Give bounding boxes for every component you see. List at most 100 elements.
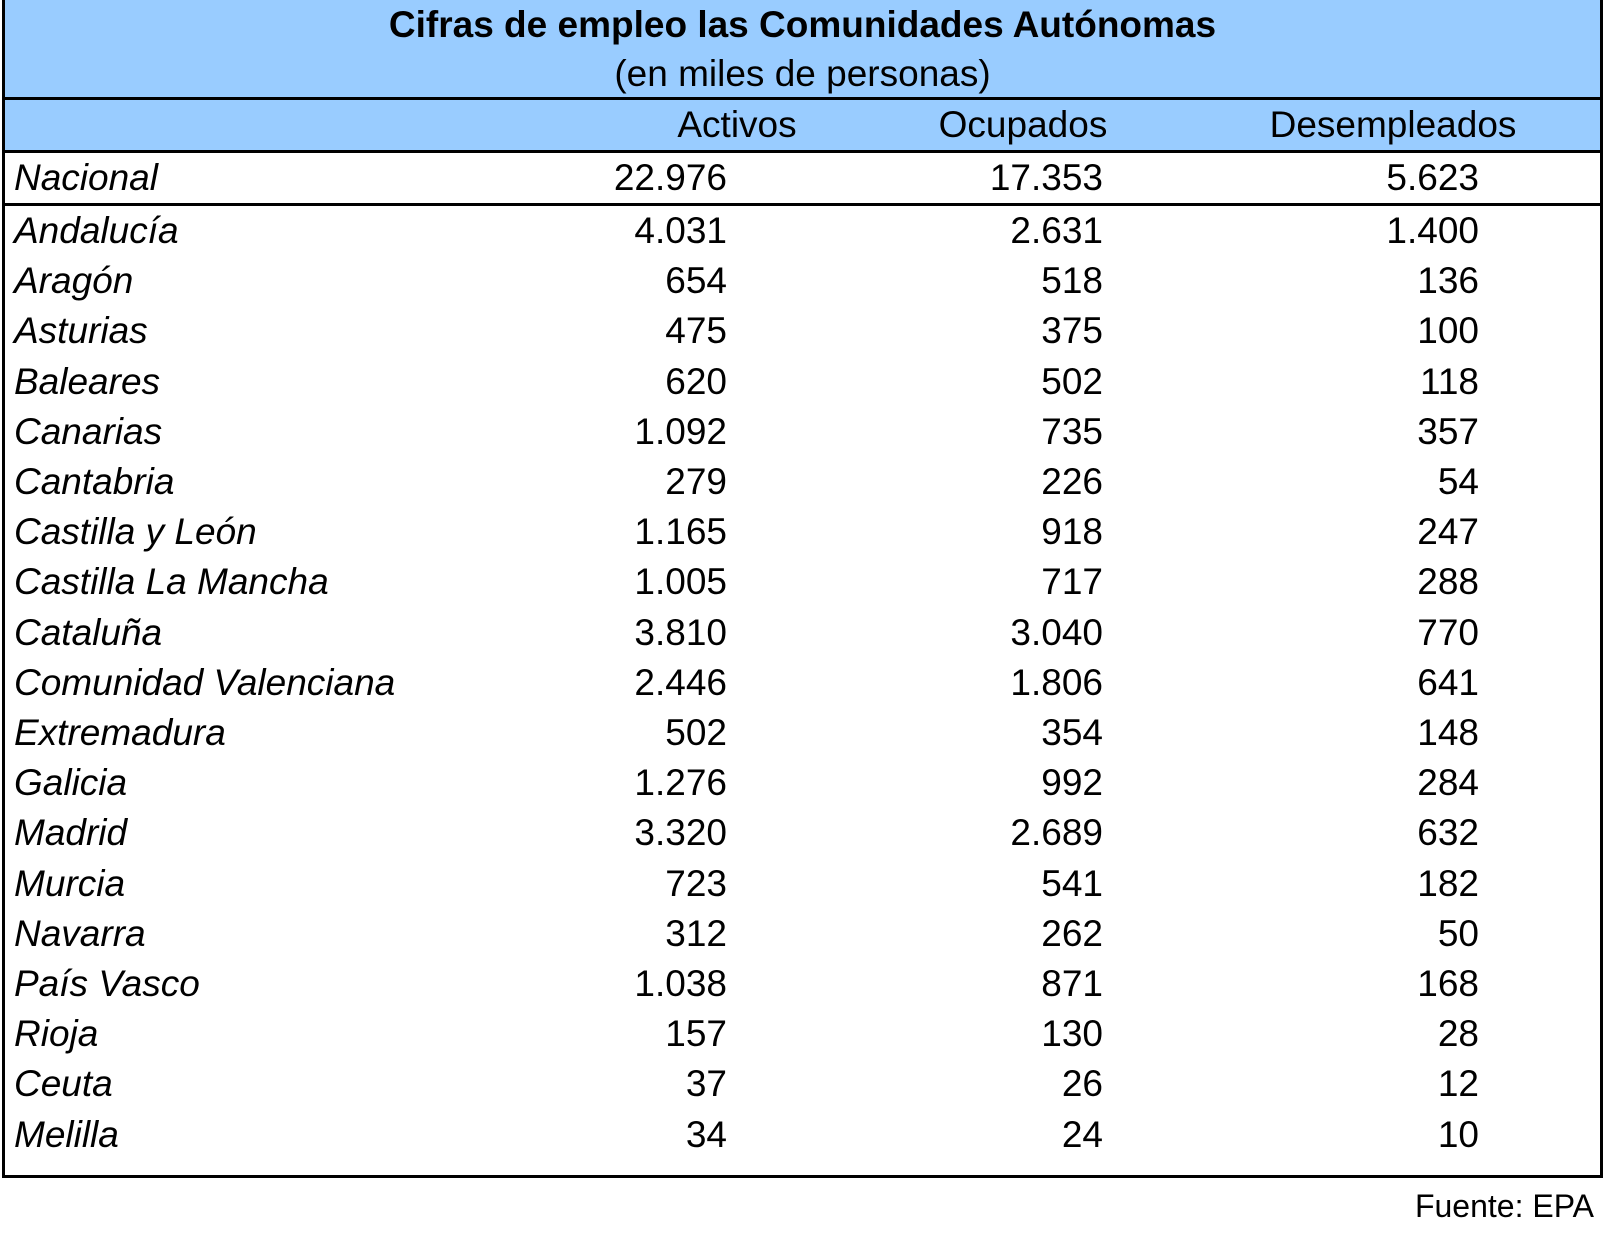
table-row: Ceuta 37 26 12	[5, 1059, 1600, 1110]
value-ocupados: 262	[1041, 912, 1103, 954]
value-activos: 3.810	[634, 611, 727, 653]
national-ocupados: 17.353	[989, 157, 1103, 198]
value-ocupados: 226	[1041, 461, 1103, 502]
value-activos: 1.092	[634, 410, 727, 452]
value-ocupados: 1.806	[1010, 661, 1103, 703]
value-activos: 279	[665, 461, 727, 502]
region-name: Rioja	[14, 1013, 99, 1055]
table-row: Comunidad Valenciana 2.446 1.806 641	[5, 658, 1600, 709]
value-desempleados: 50	[1437, 912, 1479, 954]
region-name: Navarra	[14, 912, 146, 954]
value-activos: 723	[665, 862, 727, 904]
national-activos: 22.976	[613, 157, 727, 198]
value-desempleados: 1.400	[1386, 210, 1479, 251]
value-desempleados: 118	[1420, 360, 1479, 402]
region-name: Castilla y León	[14, 511, 257, 553]
value-ocupados: 130	[1041, 1013, 1103, 1055]
value-desempleados: 100	[1417, 310, 1479, 352]
value-desempleados: 357	[1417, 410, 1479, 452]
table-row: Cantabria 279 226 54	[5, 457, 1600, 508]
value-ocupados: 26	[1061, 1063, 1103, 1105]
table-subtitle: (en miles de personas)	[614, 53, 991, 94]
table-row: Navarra 312 262 50	[5, 909, 1600, 960]
column-header-ocupados: Ocupados	[938, 104, 1108, 145]
value-ocupados: 992	[1041, 762, 1103, 804]
value-activos: 2.446	[634, 661, 727, 703]
value-ocupados: 24	[1061, 1113, 1103, 1155]
value-ocupados: 518	[1041, 260, 1103, 302]
value-desempleados: 28	[1437, 1013, 1479, 1055]
table-row: Asturias 475 375 100	[5, 306, 1600, 357]
value-ocupados: 3.040	[1010, 611, 1103, 653]
value-ocupados: 871	[1041, 963, 1103, 1004]
value-ocupados: 2.689	[1010, 812, 1103, 854]
value-desempleados: 770	[1417, 611, 1479, 653]
region-name: País Vasco	[14, 963, 200, 1004]
region-name: Ceuta	[14, 1063, 113, 1105]
value-desempleados: 632	[1417, 812, 1479, 854]
value-activos: 157	[665, 1013, 727, 1055]
value-ocupados: 2.631	[1010, 210, 1103, 251]
value-activos: 34	[685, 1113, 727, 1155]
value-desempleados: 247	[1417, 511, 1479, 553]
region-name: Murcia	[14, 862, 126, 904]
region-name: Castilla La Mancha	[14, 561, 329, 603]
column-header-activos: Activos	[677, 104, 797, 145]
value-activos: 4.031	[634, 210, 727, 251]
national-name: Nacional	[14, 157, 158, 198]
table-row: Extremadura 502 354 148	[5, 708, 1600, 759]
region-name: Cataluña	[14, 611, 163, 653]
value-desempleados: 12	[1437, 1063, 1479, 1105]
region-name: Aragón	[14, 260, 134, 302]
column-header-row: Activos Ocupados Desempleados	[5, 100, 1600, 153]
national-row: Nacional 22.976 17.353 5.623	[5, 153, 1600, 206]
value-desempleados: 284	[1417, 762, 1479, 804]
value-ocupados: 502	[1041, 360, 1103, 402]
value-ocupados: 375	[1041, 310, 1103, 352]
source-note: Fuente: EPA	[1414, 1188, 1594, 1224]
table-row: Canarias 1.092 735 357	[5, 407, 1600, 458]
region-name: Galicia	[14, 762, 128, 804]
value-activos: 1.038	[634, 963, 727, 1004]
national-desempleados: 5.623	[1386, 157, 1479, 198]
employment-table: Cifras de empleo las Comunidades Autónom…	[2, 0, 1603, 1178]
table-row: Castilla La Mancha 1.005 717 288	[5, 557, 1600, 608]
table-row: Baleares 620 502 118	[5, 357, 1600, 408]
value-activos: 1.005	[634, 561, 727, 603]
region-name: Extremadura	[14, 712, 226, 753]
value-activos: 3.320	[634, 812, 727, 854]
value-desempleados: 136	[1417, 260, 1479, 302]
region-name: Canarias	[14, 410, 163, 452]
value-desempleados: 10	[1437, 1113, 1479, 1155]
region-name: Andalucía	[14, 210, 179, 251]
value-desempleados: 168	[1417, 963, 1479, 1004]
value-ocupados: 717	[1041, 561, 1103, 603]
value-activos: 620	[665, 360, 727, 402]
table-row: Andalucía 4.031 2.631 1.400	[5, 206, 1600, 257]
value-desempleados: 148	[1417, 712, 1479, 753]
value-activos: 502	[665, 712, 727, 753]
value-ocupados: 918	[1041, 511, 1103, 553]
value-desempleados: 54	[1437, 461, 1479, 502]
table-row: Galicia 1.276 992 284	[5, 758, 1600, 809]
region-name: Melilla	[14, 1113, 119, 1155]
value-activos: 312	[665, 912, 727, 954]
region-name: Cantabria	[14, 461, 175, 502]
value-activos: 475	[665, 310, 727, 352]
title-band: Cifras de empleo las Comunidades Autónom…	[5, 0, 1600, 100]
table-row: Rioja 157 130 28	[5, 1009, 1600, 1060]
value-desempleados: 182	[1417, 862, 1479, 904]
value-activos: 1.276	[634, 762, 727, 804]
value-desempleados: 288	[1417, 561, 1479, 603]
value-ocupados: 541	[1041, 862, 1103, 904]
value-activos: 37	[685, 1063, 727, 1105]
table-row: Aragón 654 518 136	[5, 256, 1600, 307]
table-title: Cifras de empleo las Comunidades Autónom…	[388, 4, 1217, 45]
value-desempleados: 641	[1417, 661, 1479, 703]
value-ocupados: 735	[1041, 410, 1103, 452]
region-name: Comunidad Valenciana	[14, 661, 396, 703]
region-name: Baleares	[14, 360, 161, 402]
region-name: Madrid	[14, 812, 128, 854]
value-activos: 1.165	[634, 511, 727, 553]
value-activos: 654	[665, 260, 727, 302]
